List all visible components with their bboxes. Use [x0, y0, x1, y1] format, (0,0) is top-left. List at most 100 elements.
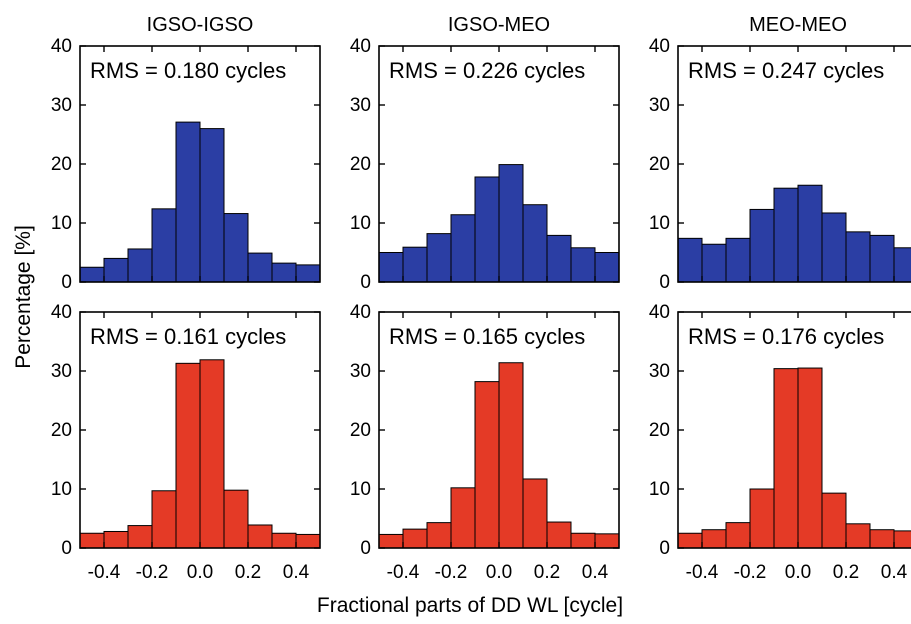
- panel-4-xtick-label: 0.4: [283, 562, 310, 583]
- panel-4-ytick-label: 20: [51, 420, 72, 441]
- panel-6-bar-7: [821, 492, 847, 549]
- panel-5-bar-10: [594, 533, 620, 549]
- panel-1-bar-5: [175, 121, 201, 283]
- panel-4-xtick-label: -0.2: [136, 562, 169, 583]
- panel-1-ytick-label: 20: [51, 154, 72, 175]
- panel-5-xtick-label: 0.2: [534, 562, 560, 583]
- panel-2-bar-8: [546, 234, 572, 283]
- panel-5-bar-7: [522, 478, 548, 549]
- panel-1-rms-annotation: RMS = 0.180 cycles: [90, 58, 286, 83]
- panel-2-bar-10: [594, 252, 620, 283]
- panel-6-xtick-label: 0.0: [785, 562, 811, 583]
- panel-3-ytick-label: 20: [649, 154, 670, 175]
- panel-4-bar-6: [199, 359, 225, 549]
- panel-3-bar-6: [797, 184, 823, 283]
- panel-1-ytick-label: 30: [51, 95, 72, 116]
- panel-1-bar-3: [127, 248, 153, 283]
- panel-2-bar-4: [450, 214, 476, 283]
- panel-3-bar-9: [869, 234, 895, 283]
- panel-3-title: MEO-MEO: [749, 14, 847, 36]
- panel-2-bar-3: [426, 233, 452, 283]
- panel-3-bar-7: [821, 212, 847, 283]
- panel-2-bar-2: [402, 246, 428, 283]
- panel-6-xtick-label: -0.2: [734, 562, 767, 583]
- panel-1-ytick-label: 40: [51, 36, 72, 57]
- panel-4-bar-5: [175, 362, 201, 549]
- panel-6-ytick-label: 10: [649, 479, 670, 500]
- panel-2-ytick-label: 0: [360, 272, 371, 293]
- panel-5-ytick-label: 0: [360, 538, 371, 559]
- panel-4-xtick-label: 0.2: [235, 562, 261, 583]
- panel-3-bar-3: [725, 237, 751, 283]
- panel-6-bar-6: [797, 367, 823, 549]
- panel-2-ytick-label: 40: [350, 36, 371, 57]
- panel-6-xtick-label: -0.4: [686, 562, 719, 583]
- panel-2-bar-7: [522, 204, 548, 283]
- panel-4-bar-9: [271, 532, 297, 549]
- panel-6-rms-annotation: RMS = 0.176 cycles: [688, 324, 884, 349]
- x-axis-label: Fractional parts of DD WL [cycle]: [317, 594, 623, 617]
- panel-1-bar-6: [199, 128, 225, 283]
- panel-5-xtick-label: 0.0: [486, 562, 512, 583]
- panel-1-bar-8: [247, 252, 273, 283]
- panel-5-xtick-label: -0.2: [435, 562, 468, 583]
- panel-5-ytick-label: 30: [350, 361, 371, 382]
- panel-3-bar-10: [893, 247, 911, 283]
- panel-4-bar-7: [223, 489, 249, 549]
- panel-5-bar-8: [546, 521, 572, 549]
- panel-6-bar-9: [869, 529, 895, 549]
- panel-5-xtick-label: 0.4: [582, 562, 609, 583]
- panel-5-bar-5: [474, 381, 500, 549]
- panel-1-bar-7: [223, 213, 249, 283]
- panel-4-bar-10: [295, 533, 321, 549]
- panel-5-bar-9: [570, 532, 596, 549]
- panel-1-bar-10: [295, 264, 321, 283]
- panel-6-ytick-label: 40: [649, 302, 670, 323]
- panel-4-ytick-label: 10: [51, 479, 72, 500]
- panel-5-ytick-label: 40: [350, 302, 371, 323]
- panel-4-bar-1: [79, 532, 105, 549]
- panel-6-bar-3: [725, 522, 751, 549]
- y-axis-label: Percentage [%]: [12, 225, 35, 369]
- panel-3-ytick-label: 30: [649, 95, 670, 116]
- panel-4-ytick-label: 0: [61, 538, 72, 559]
- panel-4-bar-3: [127, 525, 153, 549]
- panel-5-xtick-label: -0.4: [387, 562, 420, 583]
- panel-6-xtick-label: 0.4: [881, 562, 908, 583]
- panel-3-ytick-label: 0: [659, 272, 670, 293]
- panel-6-bar-2: [701, 529, 727, 549]
- panel-4-bar-2: [103, 530, 129, 549]
- panel-5-bar-2: [402, 528, 428, 549]
- panel-3-bar-5: [773, 187, 799, 283]
- panel-3-bar-8: [845, 231, 871, 283]
- panel-5-bar-4: [450, 487, 476, 549]
- panel-3-bar-1: [677, 237, 703, 283]
- panel-6-bar-10: [893, 530, 911, 549]
- panel-2-rms-annotation: RMS = 0.226 cycles: [389, 58, 585, 83]
- panel-3-ytick-label: 40: [649, 36, 670, 57]
- panel-4-xtick-label: -0.4: [88, 562, 121, 583]
- panel-4-rms-annotation: RMS = 0.161 cycles: [90, 324, 286, 349]
- panel-6-ytick-label: 20: [649, 420, 670, 441]
- panel-6-bar-8: [845, 523, 871, 549]
- panel-1-ytick-label: 10: [51, 213, 72, 234]
- panel-3-bar-4: [749, 208, 775, 283]
- panel-3-bar-2: [701, 243, 727, 283]
- panel-1-bar-4: [151, 208, 177, 283]
- panel-4-ytick-label: 40: [51, 302, 72, 323]
- panel-5-bar-6: [498, 362, 524, 549]
- panel-3-ytick-label: 10: [649, 213, 670, 234]
- panel-2-bar-6: [498, 164, 524, 283]
- panel-5-ytick-label: 20: [350, 420, 371, 441]
- panel-4-ytick-label: 30: [51, 361, 72, 382]
- panel-5-bar-3: [426, 522, 452, 549]
- panel-6-bar-5: [773, 368, 799, 549]
- panel-6-bar-1: [677, 532, 703, 549]
- panel-2-bar-5: [474, 176, 500, 283]
- panel-5-ytick-label: 10: [350, 479, 371, 500]
- panel-4-bar-4: [151, 490, 177, 549]
- panel-1-title: IGSO-IGSO: [147, 14, 254, 36]
- panel-3-rms-annotation: RMS = 0.247 cycles: [688, 58, 884, 83]
